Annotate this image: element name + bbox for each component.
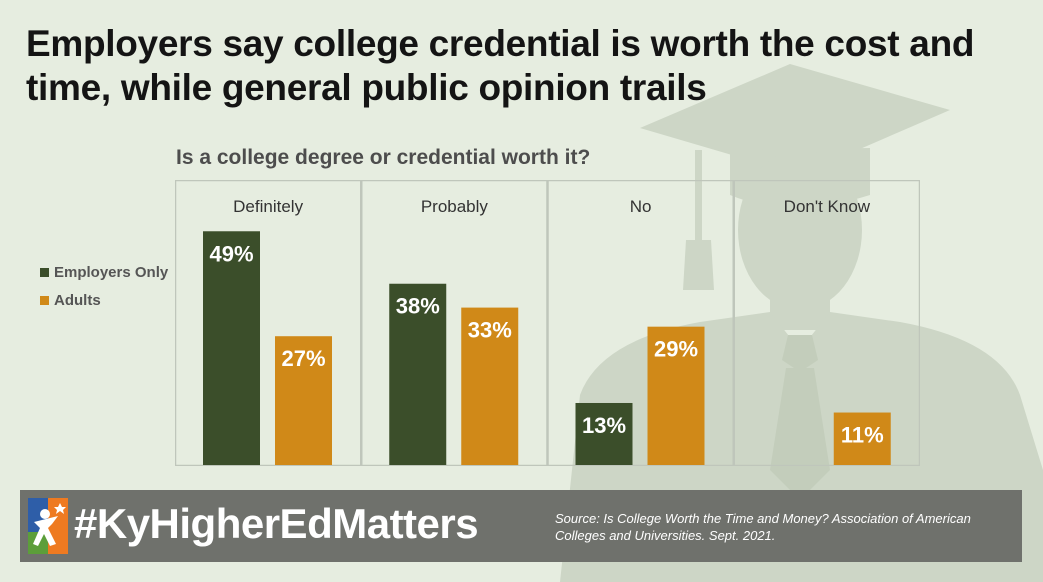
footer-banner: #KyHigherEdMatters Source: Is College Wo… (20, 490, 1022, 562)
chart-legend: Employers Only Adults (40, 258, 168, 314)
category-label: Probably (421, 197, 489, 216)
category-label: Don't Know (784, 197, 871, 216)
bar-employers-only (575, 402, 633, 465)
legend-label-employers: Employers Only (54, 263, 169, 281)
bar-adults (275, 336, 332, 465)
bar-adults (461, 307, 519, 465)
bar-chart: Definitely 49% 27% Probably 38% 33% No 13% 29% Do… (175, 180, 920, 466)
panel-frame-0 (175, 180, 362, 466)
category-label: Definitely (233, 197, 303, 216)
panel-frame-2 (547, 180, 734, 466)
legend-item-employers: Employers Only (40, 258, 168, 286)
data-label: 33% (468, 318, 512, 343)
panel-frame-1 (361, 180, 548, 466)
source-citation: Source: Is College Worth the Time and Mo… (555, 511, 971, 543)
data-label: 49% (209, 241, 253, 266)
page-title: Employers say college credential is wort… (26, 23, 975, 108)
hashtag-text: #KyHigherEdMatters (74, 500, 479, 547)
bar-employers-only (389, 283, 447, 465)
data-label: 27% (281, 346, 325, 371)
legend-item-adults: Adults (40, 286, 168, 314)
data-label: 13% (582, 413, 626, 438)
chart-subtitle: Is a college degree or credential worth … (176, 146, 591, 169)
bar-employers-only (203, 231, 260, 465)
kentucky-higher-ed-logo-icon (28, 498, 68, 554)
panel-frame-3 (733, 180, 920, 466)
legend-label-adults: Adults (54, 291, 101, 309)
legend-swatch-adults (40, 295, 49, 305)
category-label: No (630, 197, 652, 216)
data-label: 11% (841, 423, 884, 448)
bar-adults (833, 412, 891, 465)
data-label: 29% (654, 337, 698, 362)
data-label: 38% (396, 294, 440, 319)
bar-adults (647, 326, 705, 465)
legend-swatch-employers (40, 267, 49, 277)
